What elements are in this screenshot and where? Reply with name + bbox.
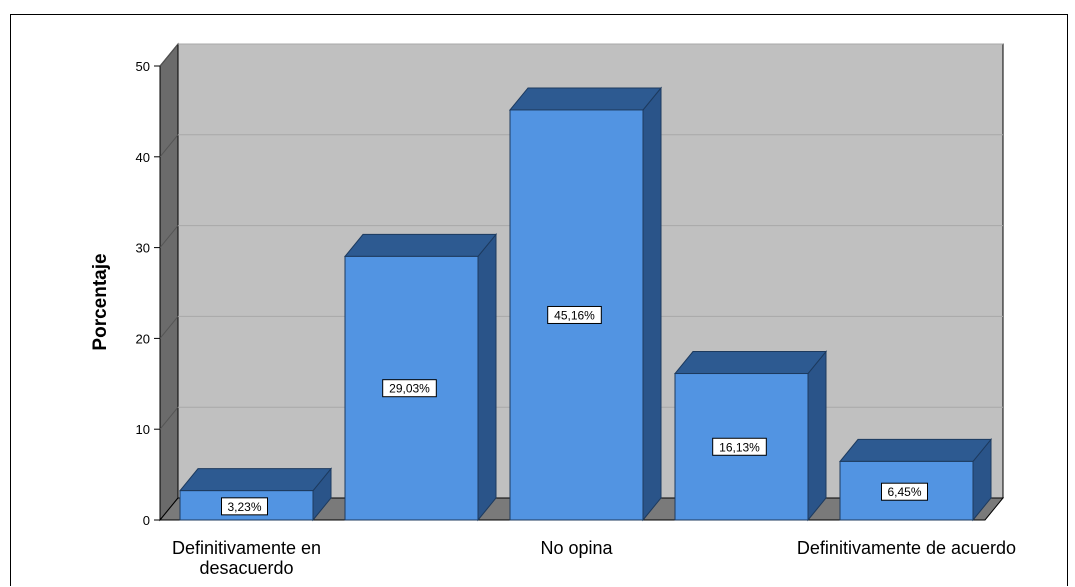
y-axis-label: Porcentaje bbox=[90, 253, 111, 350]
data-label-box bbox=[712, 437, 767, 456]
gridline-side bbox=[159, 43, 179, 67]
plot-left-wall bbox=[159, 42, 179, 522]
bar-top bbox=[508, 87, 663, 111]
x-category-label: No opina bbox=[540, 538, 613, 558]
bar-side bbox=[477, 233, 497, 522]
x-category-label: Definitivamente en bbox=[172, 538, 321, 558]
y-tick-label: 30 bbox=[136, 241, 150, 256]
y-tick-label: 0 bbox=[143, 513, 150, 528]
data-label-box bbox=[547, 305, 602, 324]
data-label: 6,45% bbox=[887, 485, 921, 499]
data-label: 45,16% bbox=[554, 308, 595, 322]
bar: 16,13% bbox=[673, 350, 828, 522]
gridline-side bbox=[159, 225, 179, 248]
bars: 3,23% 29,03% 45,16% 16,13% 6,45% bbox=[178, 86, 993, 522]
x-category-label: desacuerdo bbox=[199, 558, 293, 578]
data-label: 3,23% bbox=[227, 500, 261, 514]
data-label: 29,03% bbox=[389, 382, 430, 396]
bar-top bbox=[343, 233, 498, 257]
bar-top bbox=[838, 438, 993, 462]
bar-top bbox=[178, 468, 333, 492]
gridline-side bbox=[159, 316, 179, 339]
bar-top bbox=[673, 351, 828, 375]
gridline-side bbox=[159, 406, 179, 430]
bar: 29,03% bbox=[343, 233, 498, 522]
y-axis-ticks: 0 10 20 30 40 50 bbox=[136, 59, 160, 528]
bar-side bbox=[807, 350, 827, 522]
data-label-box bbox=[881, 482, 928, 501]
y-tick-label: 10 bbox=[136, 422, 150, 437]
y-tick-label: 50 bbox=[136, 59, 150, 74]
data-label-box bbox=[382, 379, 437, 398]
data-label-box bbox=[221, 497, 268, 516]
x-category-label: Definitivamente de acuerdo bbox=[797, 538, 1016, 558]
bar: 3,23% bbox=[178, 467, 333, 522]
y-tick-label: 20 bbox=[136, 331, 150, 346]
bar-side bbox=[642, 86, 662, 522]
bar: 6,45% bbox=[838, 438, 993, 522]
chart-frame bbox=[10, 14, 1068, 586]
data-label: 16,13% bbox=[719, 440, 760, 454]
gridline-side bbox=[159, 134, 179, 158]
bar: 45,16% bbox=[508, 86, 663, 522]
y-tick-label: 40 bbox=[136, 150, 150, 165]
